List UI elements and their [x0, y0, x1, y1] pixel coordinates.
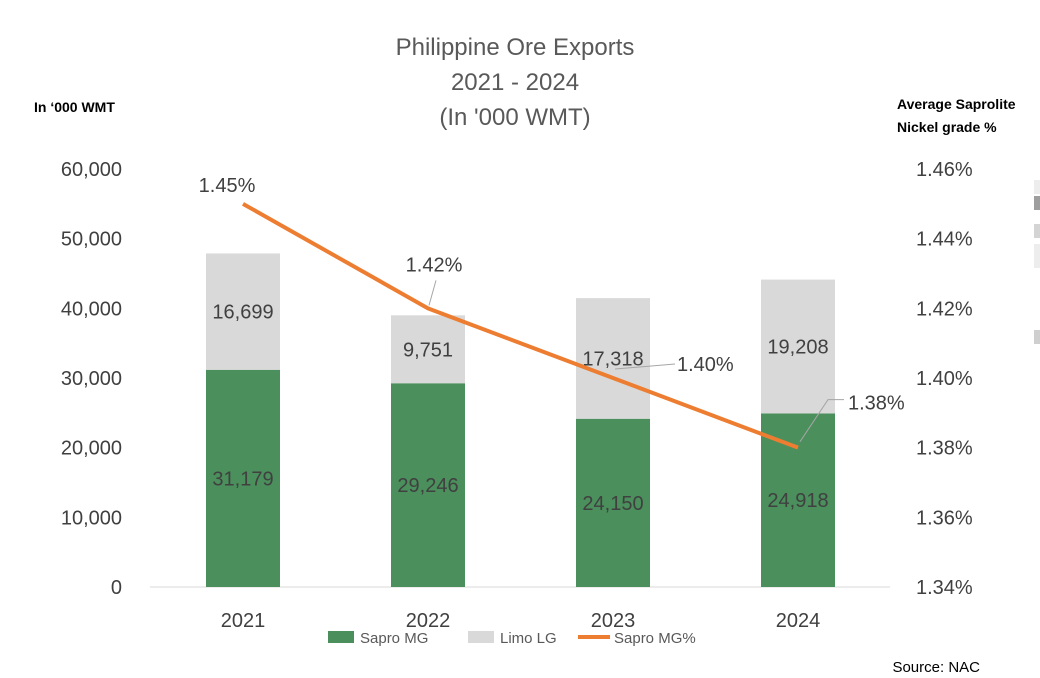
data-label-sapro-mg: 29,246: [397, 475, 458, 497]
y-tick-label: 50,000: [61, 229, 122, 251]
y2-tick-label: 1.34%: [916, 577, 973, 599]
y2-tick-label: 1.42%: [916, 298, 973, 320]
x-tick-label: 2023: [591, 610, 636, 632]
data-label-sapro-mg: 24,150: [582, 493, 643, 515]
chart-title: Philippine Ore Exports 2021 - 2024 (In '…: [396, 34, 635, 131]
legend-swatch: [328, 631, 354, 643]
y-axis-title: In ‘000 WMT: [34, 99, 115, 115]
y2-tick-label: 1.44%: [916, 229, 973, 251]
chart-title-line-3: (In '000 WMT): [439, 104, 590, 131]
bar-sapro-mg: [576, 418, 650, 587]
bar-sapro-mg: [761, 413, 835, 587]
y-tick-label: 10,000: [61, 507, 122, 529]
y-tick-label: 40,000: [61, 298, 122, 320]
x-axis: 2021 2022 2023 2024: [221, 610, 821, 632]
legend-item: Limo LG: [468, 630, 557, 647]
y2-tick-label: 1.36%: [916, 507, 973, 529]
x-tick-label: 2021: [221, 610, 266, 632]
legend-swatch: [468, 631, 494, 643]
leader-line: [799, 399, 844, 442]
chart-title-line-1: Philippine Ore Exports: [396, 34, 635, 61]
edge-marks: [1034, 180, 1040, 344]
line-sapro-mg-pct: [242, 202, 799, 450]
data-label-limo-lg: 16,699: [212, 302, 273, 324]
y2-tick-label: 1.46%: [916, 159, 973, 181]
y2-tick-label: 1.38%: [916, 438, 973, 460]
data-label-sapro-mg-pct: 1.40%: [677, 354, 734, 376]
data-label-sapro-mg-pct: 1.38%: [848, 393, 905, 415]
leader-line: [614, 363, 676, 370]
bar-sapro-mg: [206, 369, 280, 587]
leader-line: [428, 280, 437, 306]
x-tick-label: 2024: [776, 610, 821, 632]
data-label-limo-lg: 17,318: [582, 348, 643, 370]
y-axis: 0 10,000 20,000 30,000 40,000 50,000 60,000: [61, 159, 122, 599]
legend-item: Sapro MG: [328, 630, 428, 647]
y2-axis: 1.34% 1.36% 1.38% 1.40% 1.42% 1.44% 1.46%: [916, 159, 973, 599]
source-note: Source: NAC: [892, 659, 980, 676]
data-label-limo-lg: 19,208: [767, 336, 828, 358]
bar-sapro-mg: [391, 383, 465, 587]
line-series: 1.45% 1.42% 1.40% 1.38%: [199, 175, 905, 450]
bar-limo-lg: [206, 253, 280, 370]
data-label-sapro-mg: 24,918: [767, 490, 828, 512]
bar-limo-lg: [576, 298, 650, 419]
x-tick-label: 2022: [406, 610, 451, 632]
legend-item: Sapro MG%: [578, 630, 696, 647]
data-label-sapro-mg-pct: 1.45%: [199, 175, 256, 197]
bar-limo-lg: [761, 279, 835, 414]
y-tick-label: 60,000: [61, 159, 122, 181]
y2-axis-title-line-2: Nickel grade %: [897, 119, 997, 135]
legend-label: Sapro MG: [360, 630, 428, 647]
bars: 31,179 16,699 29,246 9,751 24,150 17,318 24,91…: [206, 253, 835, 587]
data-label-sapro-mg-pct: 1.42%: [406, 254, 463, 276]
legend: Sapro MG Limo LG Sapro MG%: [328, 630, 696, 647]
legend-label: Limo LG: [500, 630, 557, 647]
chart-title-line-2: 2021 - 2024: [451, 69, 579, 96]
legend-label: Sapro MG%: [614, 630, 696, 647]
y-tick-label: 30,000: [61, 368, 122, 390]
bar-limo-lg: [391, 315, 465, 384]
y2-tick-label: 1.40%: [916, 368, 973, 390]
y-tick-label: 20,000: [61, 438, 122, 460]
y-tick-label: 0: [111, 577, 122, 599]
data-label-sapro-mg: 31,179: [212, 468, 273, 490]
y2-axis-title-line-1: Average Saprolite: [897, 96, 1016, 112]
data-label-limo-lg: 9,751: [403, 339, 453, 361]
